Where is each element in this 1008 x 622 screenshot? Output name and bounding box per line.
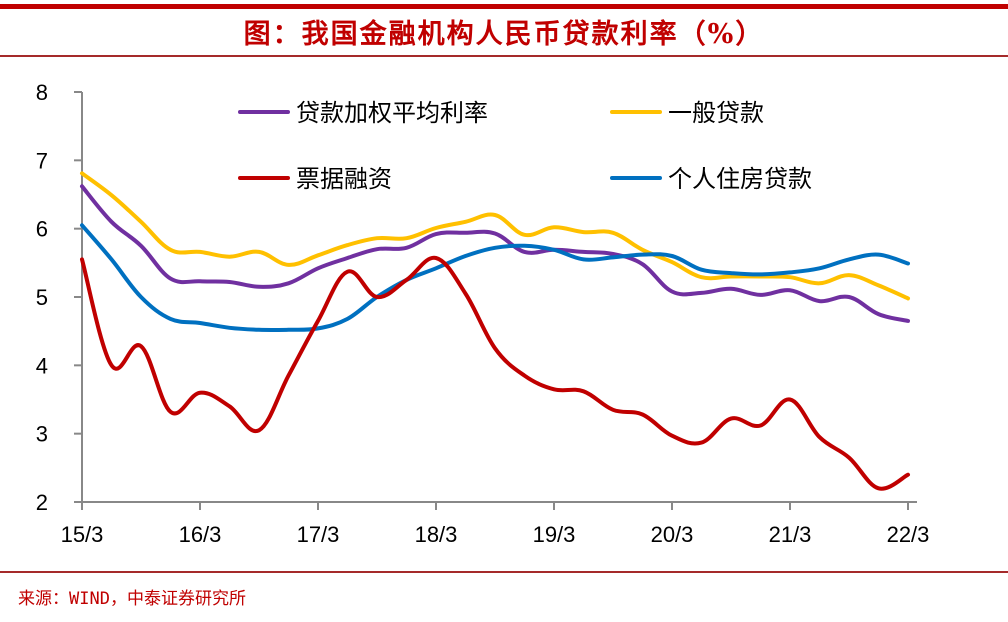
top-accent-bar xyxy=(0,4,1008,9)
legend-item: 票据融资 xyxy=(238,165,392,193)
source-note: 来源：WIND，中泰证券研究所 xyxy=(18,589,246,609)
series-line-1 xyxy=(80,171,910,301)
chart-title: 图：我国金融机构人民币贷款利率（%） xyxy=(243,19,765,50)
y-tick-label: 7 xyxy=(36,148,48,173)
series-line-3 xyxy=(80,223,910,333)
y-tick-label: 6 xyxy=(36,217,48,242)
y-tick-label: 8 xyxy=(36,80,48,105)
x-tick-label: 18/3 xyxy=(415,522,458,547)
footer-divider xyxy=(0,571,1008,573)
legend-label: 个人住房贷款 xyxy=(668,165,812,193)
legend-item: 个人住房贷款 xyxy=(610,165,812,193)
series-line-2 xyxy=(80,255,910,491)
x-tick-label: 21/3 xyxy=(769,522,812,547)
title-divider xyxy=(0,55,1008,57)
y-tick-label: 4 xyxy=(36,353,48,378)
legend-label: 票据融资 xyxy=(296,165,392,193)
x-tick-label: 20/3 xyxy=(651,522,694,547)
legend-label: 一般贷款 xyxy=(668,99,764,127)
y-tick-label: 3 xyxy=(36,422,48,447)
legend-item: 一般贷款 xyxy=(610,99,764,127)
x-tick-label: 17/3 xyxy=(297,522,340,547)
x-tick-label: 22/3 xyxy=(887,522,930,547)
x-tick-label: 15/3 xyxy=(61,522,104,547)
x-tick-label: 16/3 xyxy=(179,522,222,547)
series-lines xyxy=(80,171,910,491)
x-tick-label: 19/3 xyxy=(533,522,576,547)
axes: 2 3 4 5 6 7 8 15/3 16/3 17/3 18/3 19/3 20/3 21/3 22/3 xyxy=(36,80,930,547)
legend-item: 贷款加权平均利率 xyxy=(238,99,488,127)
legend-label: 贷款加权平均利率 xyxy=(296,99,488,127)
series-line-0 xyxy=(80,184,910,323)
y-tick-label: 2 xyxy=(36,490,48,515)
y-tick-label: 5 xyxy=(36,285,48,310)
